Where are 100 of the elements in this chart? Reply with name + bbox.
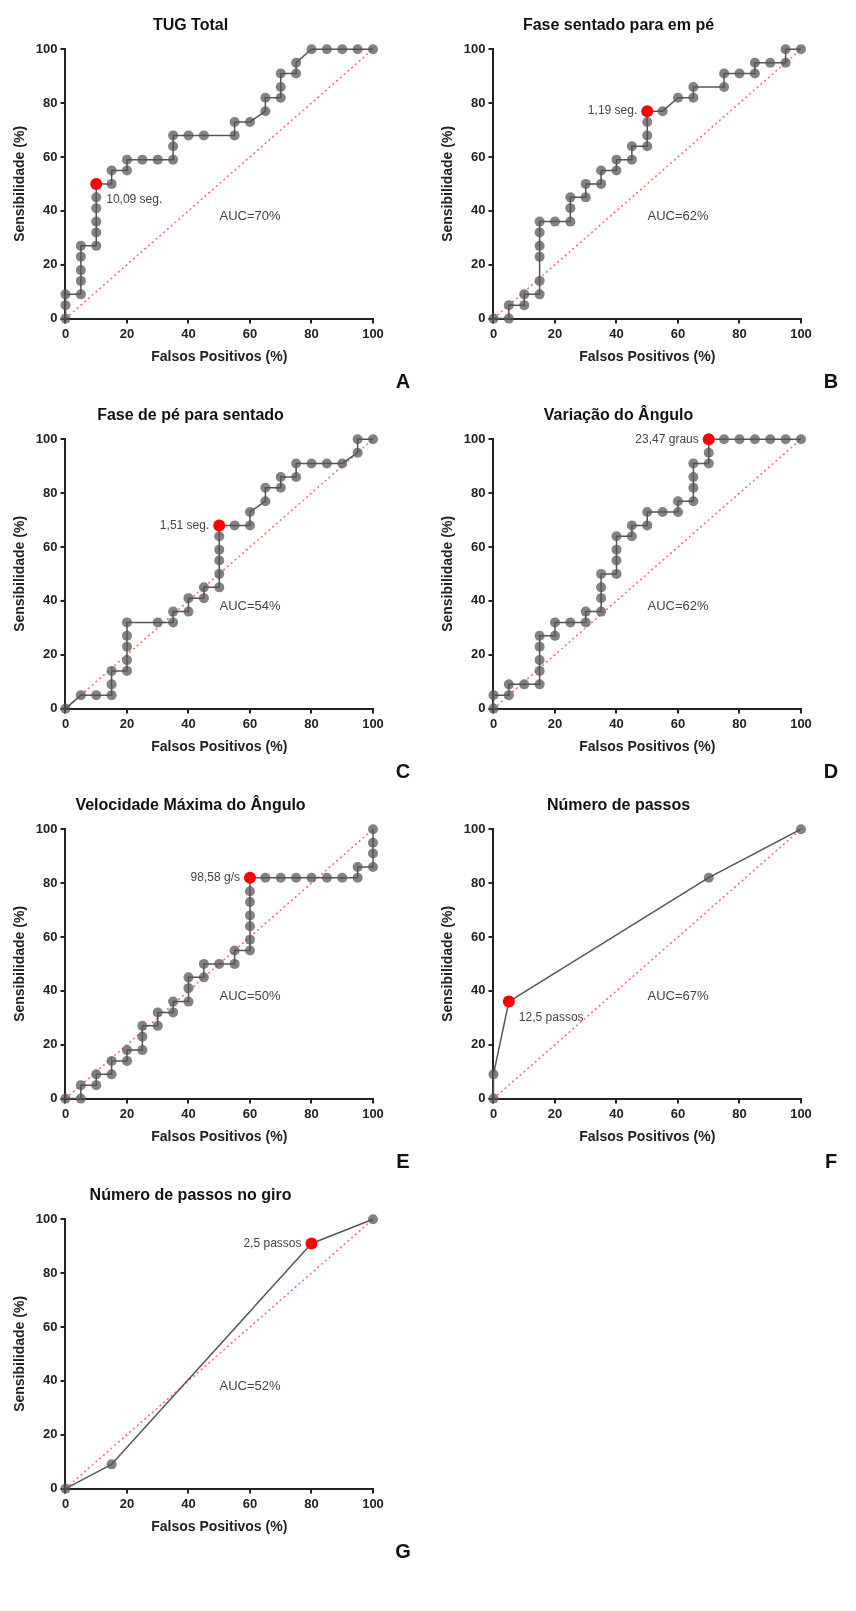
y-axis-title: Sensibilidade (%) [11,515,28,632]
x-tick-label: 80 [732,325,747,341]
point [168,141,179,152]
point [260,106,271,117]
y-tick-label: 40 [43,982,58,998]
point [245,116,255,127]
point [657,106,668,117]
y-tick-label: 20 [43,1426,58,1442]
point [580,606,591,617]
y-tick-label: 20 [471,646,486,662]
point [352,872,363,883]
point [673,496,683,507]
point [106,178,117,189]
y-tick-label: 20 [43,1036,58,1052]
point [306,458,317,469]
x-tick-label: 40 [181,1495,196,1511]
point [626,141,637,152]
x-tick-label: 100 [790,715,812,731]
point [106,1459,117,1470]
x-axis-title: Falsos Positivos (%) [579,738,716,755]
point [626,154,637,165]
annotation: AUC=62% [647,597,709,613]
point [534,665,545,676]
point [106,679,117,690]
annotation: 2,5 passos [243,1235,302,1250]
annotation: AUC=70% [219,207,281,223]
y-tick-label: 80 [43,874,58,890]
point [183,130,194,141]
point [657,506,668,517]
y-tick-label: 80 [43,484,58,500]
y-axis-title: Sensibilidade (%) [439,125,456,242]
point [198,593,209,604]
point [688,81,699,92]
point [121,1055,132,1066]
point [596,593,607,604]
y-tick-label: 100 [463,40,486,56]
point [688,496,699,507]
point [168,1007,179,1018]
y-tick-label: 0 [478,310,486,326]
point [596,606,607,617]
annotation: 10,09 seg. [106,192,163,207]
point [60,289,71,300]
point [168,154,179,165]
point [214,531,225,542]
text: A [395,369,411,392]
x-tick-label: 100 [362,1105,384,1121]
annotation: AUC=54% [219,597,281,613]
y-tick-label: 0 [50,1480,58,1496]
point [214,544,225,555]
x-tick-label: 60 [242,325,258,341]
annotation: AUC=52% [219,1377,281,1393]
chart-title: Número de passos [546,796,691,814]
point [688,92,699,103]
point [626,520,637,531]
point [534,216,545,227]
point [121,655,132,666]
x-tick-label: 80 [304,1105,319,1121]
point [765,434,776,445]
point [519,300,530,311]
point [183,996,194,1007]
x-tick-label: 40 [609,325,624,341]
point [245,945,255,956]
point [229,958,240,969]
annotation: AUC=67% [647,987,709,1003]
point [91,1080,102,1091]
point [596,568,607,579]
text: D [823,759,839,782]
point [673,506,683,517]
point [488,313,499,324]
annotation: 23,47 graus [635,431,699,446]
y-tick-label: 60 [43,928,58,944]
x-tick-label: 80 [732,715,747,731]
point [337,458,348,469]
y-tick-label: 0 [50,1090,58,1106]
point [642,116,653,127]
point [352,44,363,55]
y-tick-label: 80 [471,484,486,500]
x-axis-title: Falsos Positivos (%) [579,348,716,365]
point [291,872,302,883]
point [780,434,791,445]
x-tick-label: 40 [609,715,624,731]
point [565,192,576,203]
point [368,434,378,445]
y-tick-label: 60 [471,538,486,554]
point [183,983,194,994]
annotation: 1,19 seg. [587,103,638,118]
x-tick-label: 20 [119,325,135,341]
point [611,555,622,566]
y-tick-label: 20 [43,256,58,272]
y-tick-label: 40 [471,202,486,218]
point [565,617,576,628]
point [796,44,806,55]
point [642,141,653,152]
y-tick-label: 100 [35,1210,58,1226]
point [734,434,745,445]
y-tick-label: 60 [43,538,58,554]
x-tick-label: 20 [547,1105,563,1121]
point [229,520,240,531]
chart-title: Variação do Ângulo [543,405,694,424]
y-tick-label: 20 [471,256,486,272]
